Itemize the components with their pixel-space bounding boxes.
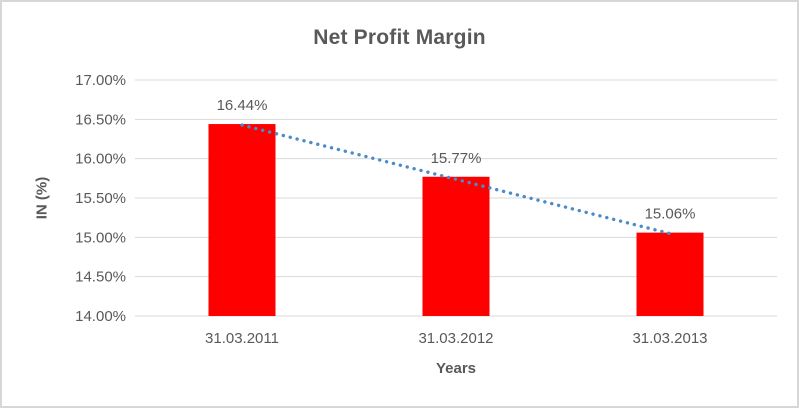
y-tick-label: 16.50%: [75, 111, 126, 128]
x-axis-title: Years: [435, 360, 477, 377]
data-label: 15.06%: [645, 206, 696, 223]
y-tick-label: 14.50%: [75, 269, 126, 286]
data-label: 15.77%: [431, 150, 482, 167]
y-tick-label: 14.00%: [75, 308, 126, 325]
data-label: 16.44%: [217, 97, 268, 114]
x-tick-label: 31.03.2013: [632, 330, 707, 347]
x-tick-label: 31.03.2011: [205, 330, 279, 347]
chart-title: Net Profit Margin: [313, 26, 486, 49]
y-tick-label: 17.00%: [75, 72, 126, 89]
bar: [208, 124, 276, 316]
y-tick-label: 15.50%: [75, 190, 126, 207]
bar: [636, 232, 704, 316]
bar: [422, 176, 490, 316]
y-tick-label: 15.00%: [75, 229, 126, 246]
trendline: [240, 123, 672, 236]
x-tick-label: 31.03.2012: [418, 330, 493, 347]
y-tick-label: 16.00%: [75, 151, 126, 168]
